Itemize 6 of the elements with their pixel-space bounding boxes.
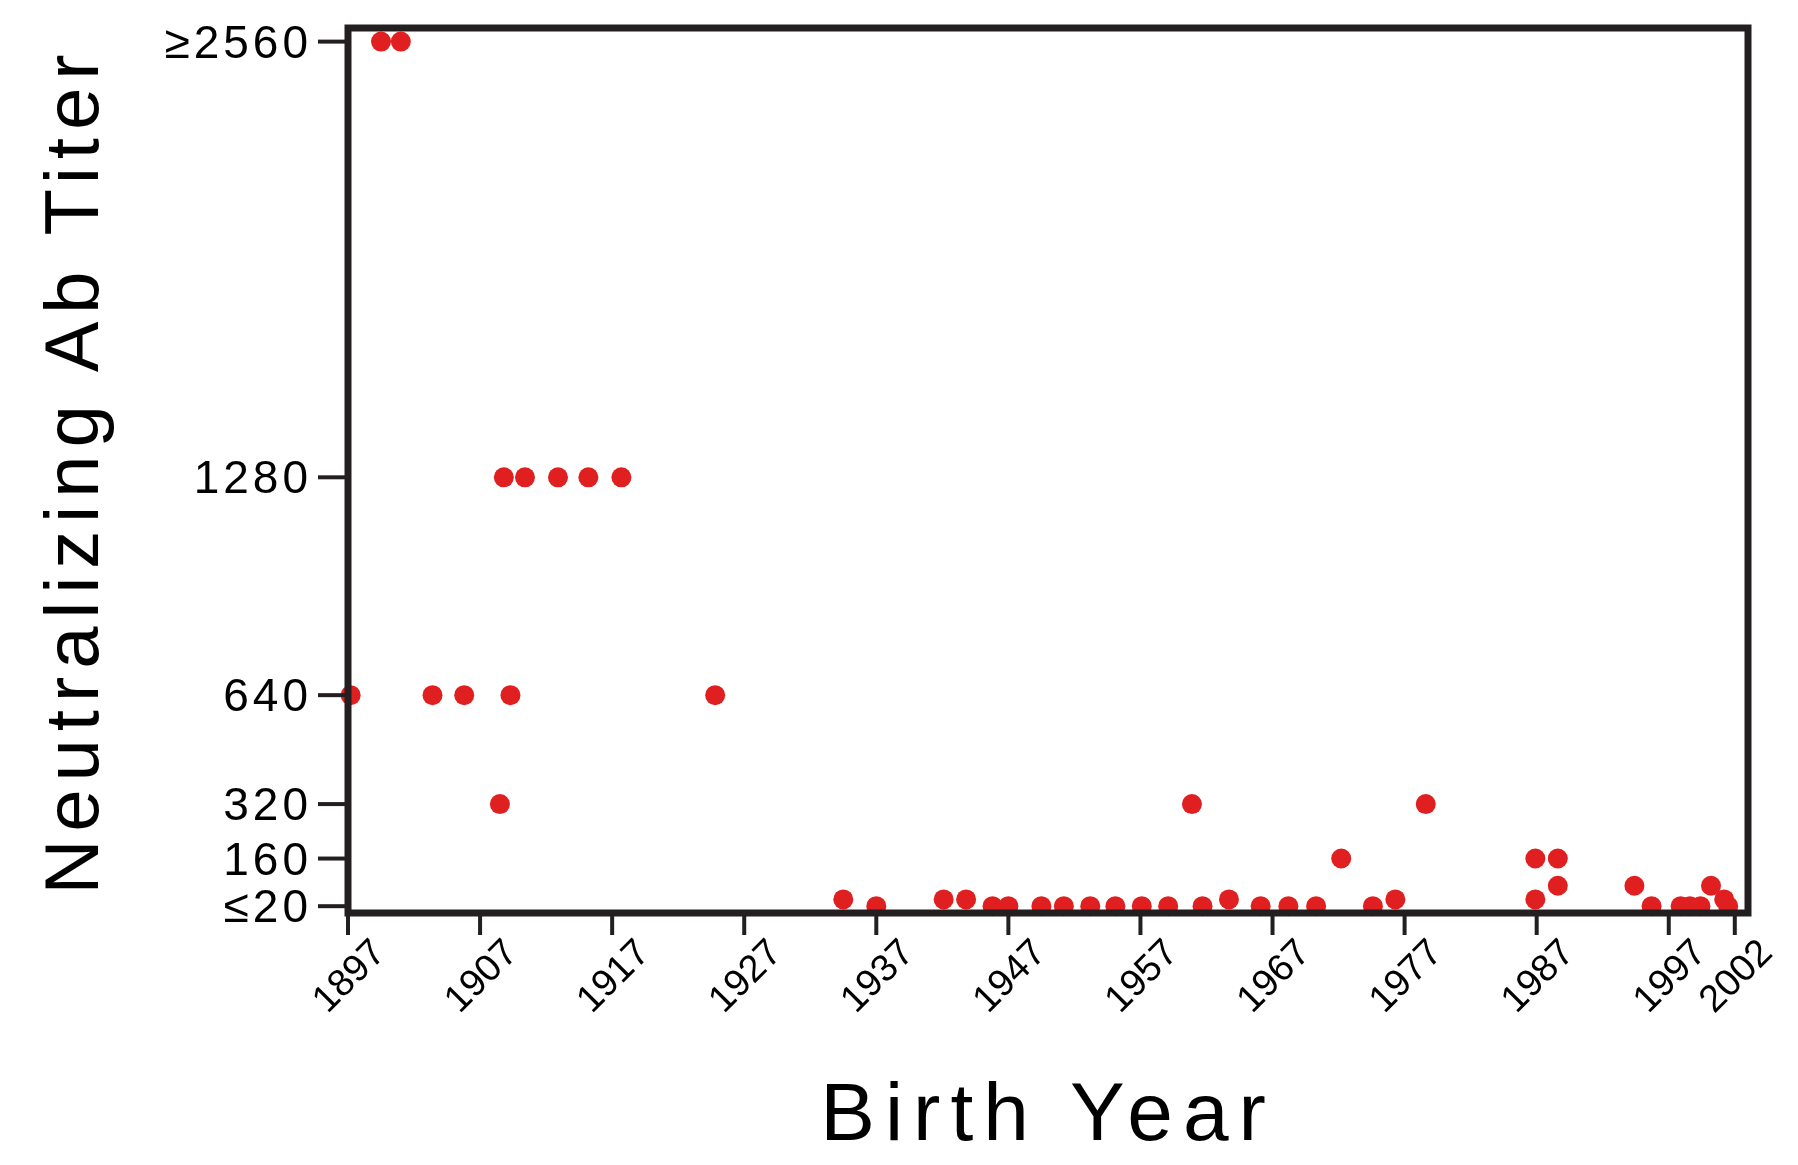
y-tick-label: 320 — [223, 778, 312, 831]
y-tick-label: ≥2560 — [164, 15, 312, 68]
x-axis-title: Birth Year — [820, 1066, 1276, 1157]
y-axis-title: Neutralizing Ab Titer — [29, 46, 114, 895]
y-tick-label: 1280 — [193, 451, 312, 504]
y-tick-label: 640 — [223, 669, 312, 722]
